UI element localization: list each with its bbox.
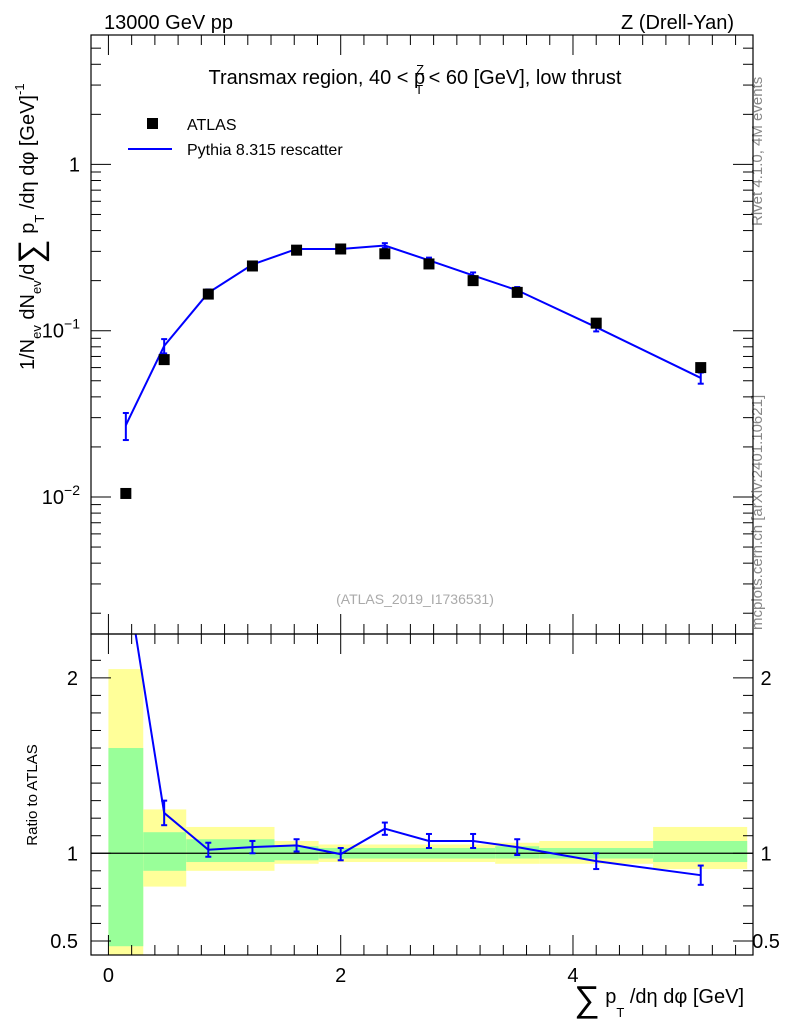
y-tick-base: 10 xyxy=(42,321,64,343)
main-title: Transmax region, 40 < pZ T < 60 [GeV], lo… xyxy=(209,62,622,97)
data-point xyxy=(467,275,479,287)
uncertainty-bands xyxy=(108,669,748,955)
data-point xyxy=(379,248,391,260)
y-tick-exponent: −2 xyxy=(64,482,80,498)
y-tick-exponent: −1 xyxy=(64,316,80,332)
data-point xyxy=(291,244,303,256)
header-left: 13000 GeV pp xyxy=(104,12,233,34)
data-point xyxy=(158,354,170,366)
ratio-ylabel: Ratio to ATLAS xyxy=(24,744,41,845)
y-tick-base: 1 xyxy=(69,154,80,176)
mc-line xyxy=(124,244,702,426)
data-point xyxy=(695,362,707,374)
mc-series xyxy=(122,242,704,442)
main-ylabel: 1/Nev dNev/d∑ pT /dη dφ [GeV]-1 xyxy=(12,83,50,370)
ratio-xlabel: ∑ pT /dη dφ [GeV] xyxy=(574,978,744,1020)
legend: ATLAS Pythia 8.315 rescatter xyxy=(128,117,343,159)
band-inner xyxy=(143,832,187,871)
x-tick-label: 4 xyxy=(567,965,578,987)
header-right: Z (Drell-Yan) xyxy=(621,12,734,34)
data-point xyxy=(120,487,132,499)
legend-mc-label: Pythia 8.315 rescatter xyxy=(187,142,343,159)
rivet-label: Rivet 4.1.0, 4M events xyxy=(749,77,766,226)
x-tick-label: 2 xyxy=(335,965,346,987)
analysis-watermark: (ATLAS_2019_I1736531) xyxy=(336,591,494,607)
data-point xyxy=(202,288,214,300)
data-point xyxy=(511,286,523,298)
y-tick-label: 1 xyxy=(69,154,80,176)
y-tick-base: 10 xyxy=(42,487,64,509)
ratio-y-tick-label-right: 2 xyxy=(760,668,771,690)
y-tick-label: 10−1 xyxy=(42,316,80,343)
ratio-mc-series xyxy=(134,634,704,886)
ratio-y-tick-label-left: 2 xyxy=(67,668,78,690)
ratio-mc-line xyxy=(134,634,701,877)
data-point xyxy=(246,260,258,272)
band-inner xyxy=(653,840,748,863)
data-point xyxy=(590,317,602,329)
legend-atlas-marker xyxy=(147,118,158,129)
ratio-plot: 0.5 0.5 1 1 2 2 0 2 4 xyxy=(50,633,780,987)
ratio-y-tick-label-left: 1 xyxy=(67,843,78,865)
mcplots-label: mcplots.cern.ch [arXiv:2401.10621] xyxy=(749,395,766,630)
ratio-y-tick-label-left: 0.5 xyxy=(50,931,78,953)
y-tick-label: 10−2 xyxy=(42,482,80,509)
data-point xyxy=(335,243,347,255)
data-point xyxy=(423,258,435,270)
x-tick-label: 0 xyxy=(103,965,114,987)
ratio-frame xyxy=(90,633,754,956)
legend-atlas-label: ATLAS xyxy=(187,117,237,134)
band-inner xyxy=(108,748,144,947)
ratio-y-tick-label-right: 0.5 xyxy=(752,931,780,953)
ratio-y-tick-label-right: 1 xyxy=(760,843,771,865)
